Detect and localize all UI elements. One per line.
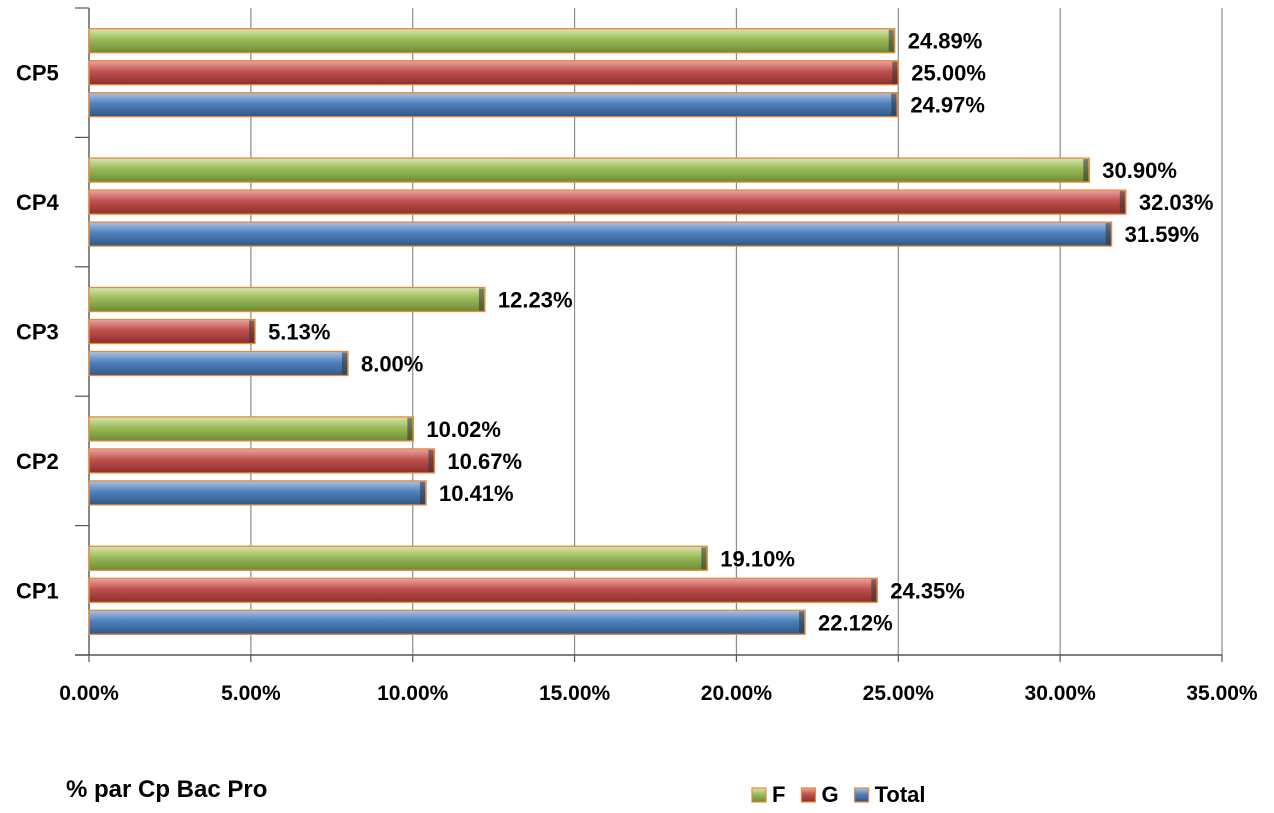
bar-end-shade <box>341 352 347 375</box>
bar-end-shade <box>871 579 877 602</box>
bar-end-shade <box>407 417 413 440</box>
bar-f <box>88 28 896 54</box>
bar-end-shade <box>1119 191 1125 214</box>
bar-total <box>88 221 1113 247</box>
bar-f <box>88 416 415 442</box>
legend: F G Total <box>751 782 926 807</box>
data-label: 22.12% <box>818 610 893 635</box>
bar-end-shade <box>701 547 707 570</box>
x-tick-label: 15.00% <box>539 682 611 705</box>
bar-end-shade <box>419 481 425 504</box>
legend-label-f: F <box>772 782 785 807</box>
x-tick-label: 25.00% <box>863 682 935 705</box>
data-label: 10.41% <box>439 481 514 506</box>
category-label: CP4 <box>16 190 60 215</box>
data-label: 19.10% <box>720 546 795 571</box>
bar-end-shade <box>799 611 805 634</box>
data-label: 10.02% <box>426 417 501 442</box>
bar-end-shade <box>1105 223 1111 246</box>
bar-g <box>88 60 899 86</box>
bar-f <box>88 286 486 313</box>
bar-total <box>88 480 427 506</box>
x-tick-label: 35.00% <box>1186 682 1258 705</box>
x-tick-label: 30.00% <box>1025 682 1097 705</box>
data-label: 24.89% <box>908 29 983 54</box>
legend-label-total: Total <box>875 782 926 807</box>
bar-total <box>88 92 898 118</box>
data-label: 5.13% <box>268 320 330 345</box>
category-label: CP1 <box>16 578 59 603</box>
category-label: CP2 <box>16 449 59 474</box>
data-label: 32.03% <box>1139 190 1214 215</box>
chart-caption: % par Cp Bac Pro <box>66 776 267 803</box>
bar-end-shade <box>249 320 255 343</box>
bar-g <box>88 577 878 603</box>
legend-swatch-f <box>751 787 767 803</box>
data-label: 25.00% <box>911 61 986 86</box>
bar-g <box>88 448 436 474</box>
bar-end-shade <box>891 93 897 116</box>
bar-end-shade <box>1083 159 1089 182</box>
x-tick-label: 20.00% <box>701 682 773 705</box>
bar-end-shade <box>892 61 898 84</box>
data-label: 12.23% <box>498 288 573 313</box>
legend-label-g: G <box>821 782 838 807</box>
bar-f <box>88 545 708 571</box>
bar-end-shade <box>478 288 484 311</box>
legend-swatch-total <box>853 787 870 803</box>
data-label: 24.97% <box>910 93 985 118</box>
data-label: 30.90% <box>1102 158 1177 183</box>
axes: 0.00% 5.00% 10.00% 15.00% 20.00% 25.00% 30.00%… <box>16 7 1258 705</box>
bar-total <box>88 350 349 377</box>
legend-swatch-g <box>800 787 817 803</box>
bars <box>88 28 1127 635</box>
data-label: 24.35% <box>890 578 965 603</box>
data-label: 31.59% <box>1125 222 1200 247</box>
bar-g <box>88 189 1127 215</box>
category-label: CP3 <box>16 320 59 345</box>
category-label: CP5 <box>16 61 59 86</box>
bar-end-shade <box>888 29 894 52</box>
x-tick-label: 10.00% <box>377 682 449 705</box>
bar-end-shade <box>428 449 434 472</box>
x-tick-label: 0.00% <box>59 682 119 705</box>
bar-g <box>88 318 256 345</box>
data-label: 8.00% <box>361 352 423 377</box>
data-label: 10.67% <box>447 449 522 474</box>
bar-f <box>88 157 1090 183</box>
bar-total <box>88 609 806 635</box>
x-tick-label: 5.00% <box>221 682 281 705</box>
data-labels: 19.10% 24.35% 22.12% 10.02% 10.67% 10.41% 12.2… <box>268 29 1213 636</box>
